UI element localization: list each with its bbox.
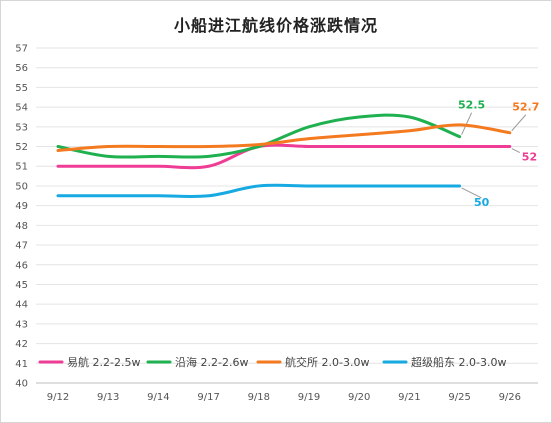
x-tick-label: 9/25: [448, 392, 470, 403]
series-line: [56, 123, 512, 152]
y-tick-label: 44: [15, 300, 28, 311]
x-tick-label: 9/19: [298, 392, 320, 403]
y-tick-label: 45: [15, 280, 28, 291]
data-label-leader: [511, 114, 527, 132]
y-tick-label: 55: [15, 83, 28, 94]
y-tick-label: 51: [15, 162, 28, 173]
data-label-leader: [461, 112, 473, 135]
y-tick-label: 49: [15, 201, 28, 212]
x-tick-label: 9/26: [499, 392, 521, 403]
chart-title: 小船进江航线价格涨跌情况: [173, 16, 378, 35]
data-label: 52.5: [458, 99, 485, 112]
series-line: [56, 113, 462, 159]
y-tick-label: 52: [15, 142, 28, 153]
x-tick-label: 9/13: [97, 392, 119, 403]
legend-label: 沿海 2.2-2.6w: [175, 355, 248, 369]
data-label: 52: [522, 151, 537, 164]
legend-label: 航交所 2.0-3.0w: [285, 355, 369, 369]
series-line: [56, 143, 512, 170]
x-tick-label: 9/20: [348, 392, 370, 403]
legend-label: 易航 2.2-2.5w: [67, 355, 140, 369]
y-tick-label: 54: [15, 103, 28, 114]
x-tick-label: 9/14: [147, 392, 169, 403]
legend-label: 超级船东 2.0-3.0w: [411, 355, 506, 369]
data-label: 52.7: [512, 101, 539, 114]
y-tick-label: 46: [15, 260, 28, 271]
data-label-leader: [461, 187, 482, 199]
y-tick-label: 40: [15, 379, 28, 390]
x-tick-label: 9/21: [398, 392, 420, 403]
x-tick-label: 9/12: [47, 392, 69, 403]
y-tick-label: 57: [15, 44, 28, 55]
y-tick-label: 47: [15, 241, 28, 252]
y-tick-label: 43: [15, 319, 28, 330]
series-line: [56, 183, 462, 199]
x-tick-label: 9/17: [197, 392, 219, 403]
data-label: 50: [474, 196, 490, 209]
y-tick-label: 41: [15, 359, 28, 370]
y-tick-label: 53: [15, 122, 28, 133]
y-tick-label: 42: [15, 339, 28, 350]
data-label-leader: [511, 148, 521, 153]
x-tick-label: 9/18: [248, 392, 270, 403]
y-tick-label: 50: [15, 181, 28, 192]
y-tick-label: 48: [15, 221, 28, 232]
y-tick-label: 56: [15, 63, 28, 74]
